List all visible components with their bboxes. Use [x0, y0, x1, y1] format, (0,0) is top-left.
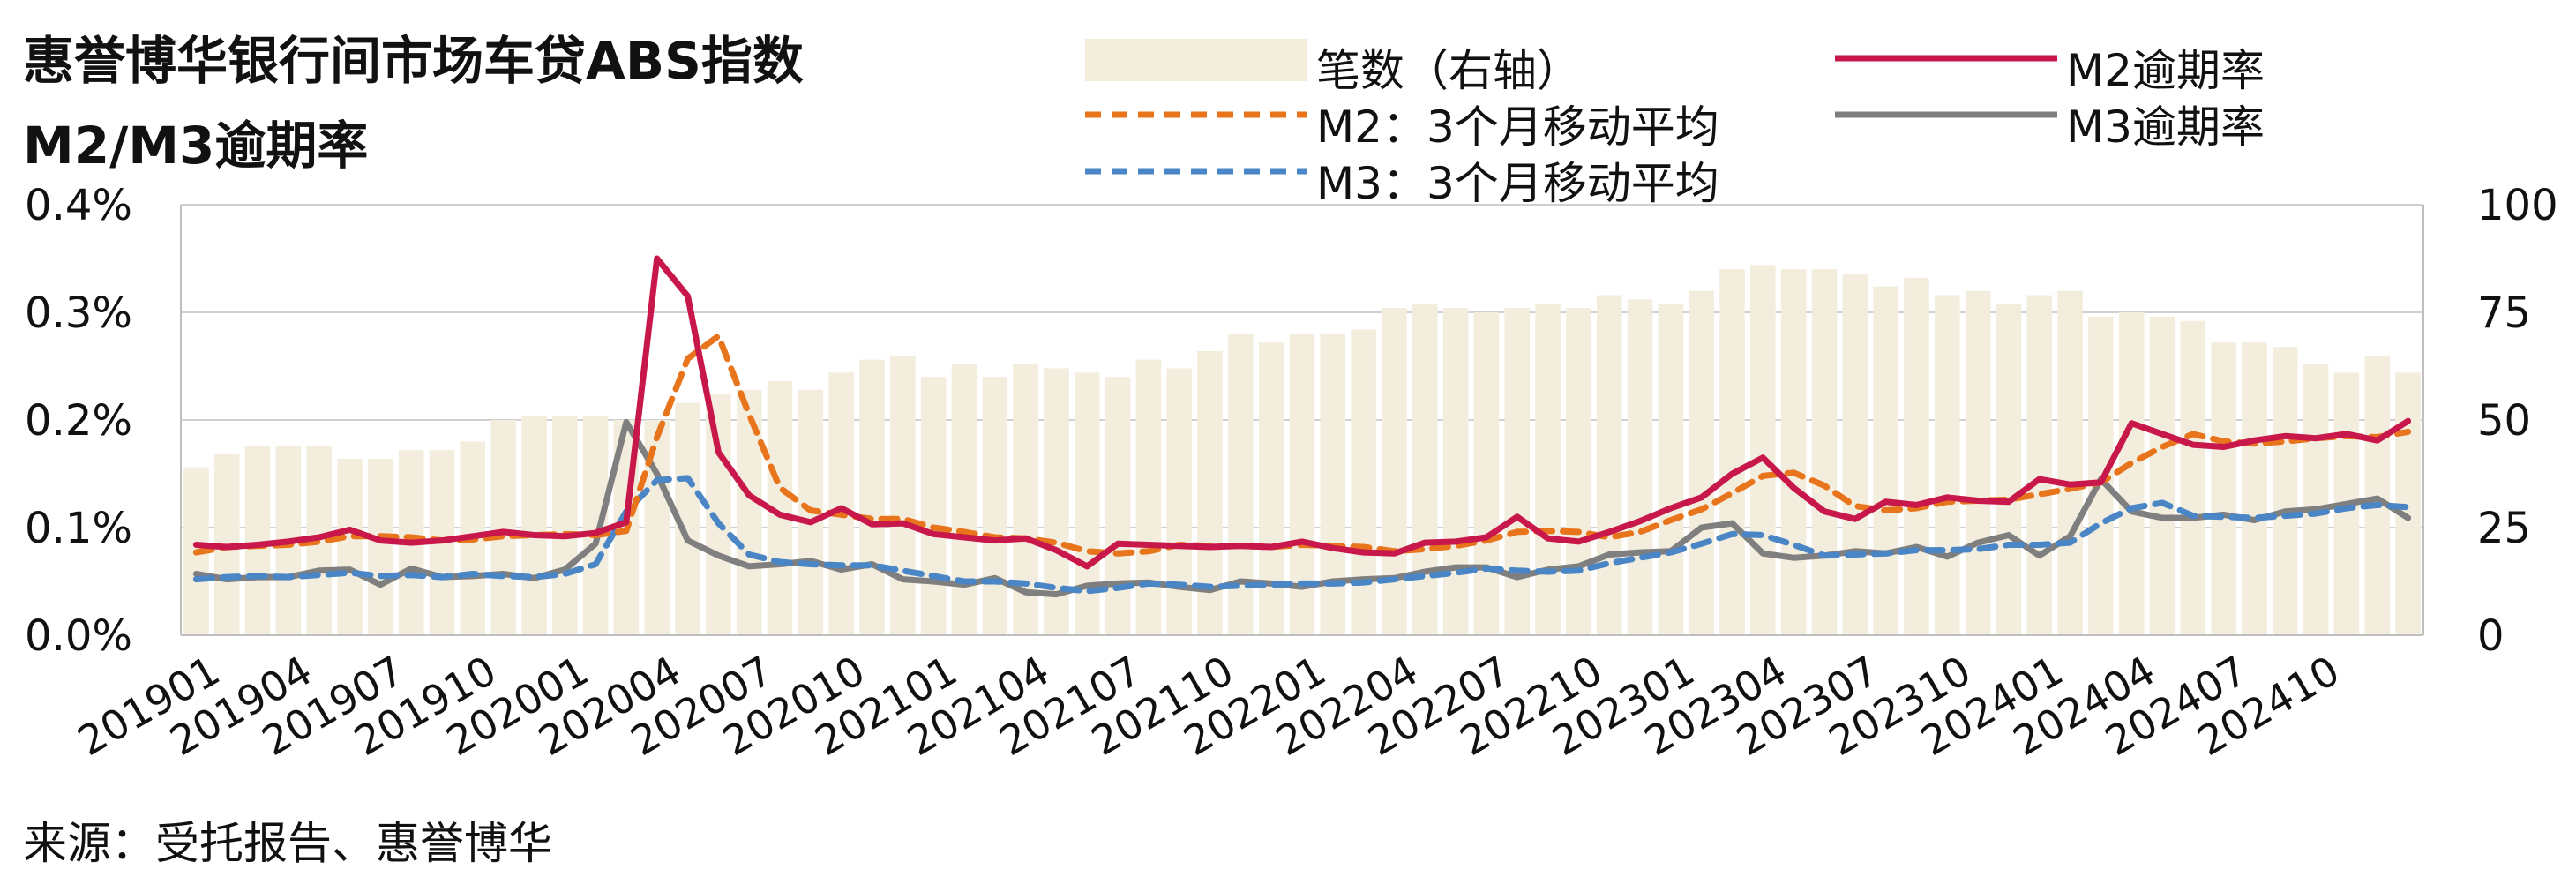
bar-42 — [1473, 312, 1500, 635]
y-left-tick-label: 0.1% — [25, 504, 132, 553]
bar-26 — [982, 377, 1008, 635]
y-right-tick-label: 25 — [2477, 504, 2531, 553]
y-right-tick-label: 50 — [2477, 396, 2531, 446]
bar-47 — [1627, 299, 1653, 635]
bar-13 — [582, 416, 609, 635]
bar-29 — [1074, 372, 1100, 635]
bar-5 — [337, 458, 363, 635]
bar-55 — [1873, 286, 1898, 635]
bar-11 — [521, 416, 547, 635]
series-line-m3avg — [192, 475, 2412, 595]
bar-53 — [1811, 269, 1838, 635]
legend-label-bars: 笔数（右轴） — [1316, 45, 1581, 96]
legend-item-m2avg: M2：3个月移动平均 — [1085, 88, 1791, 153]
legend-label-m2avg: M2：3个月移动平均 — [1316, 101, 1719, 153]
bar-10 — [490, 420, 516, 635]
bar-12 — [551, 416, 578, 635]
chart-source-note: 来源：受托报告、惠誉博华 — [23, 818, 552, 869]
bar-40 — [1412, 304, 1438, 635]
bar-45 — [1566, 308, 1591, 635]
bar-71 — [2364, 355, 2391, 635]
legend-label-m2: M2逾期率 — [2066, 45, 2265, 96]
legend-label-m3: M3逾期率 — [2066, 101, 2265, 153]
bar-51 — [1750, 265, 1776, 635]
bar-61 — [2057, 290, 2083, 635]
bar-58 — [1965, 290, 1991, 635]
bar-50 — [1719, 269, 1745, 635]
chart-title-line-2: M2/M3逾期率 — [23, 116, 369, 176]
bar-64 — [2149, 316, 2175, 635]
bar-48 — [1658, 304, 1684, 635]
bar-43 — [1504, 308, 1531, 635]
bar-56 — [1904, 277, 1929, 635]
bar-66 — [2211, 342, 2236, 635]
bar-22 — [859, 359, 885, 635]
bar-34 — [1228, 334, 1254, 635]
bar-35 — [1258, 342, 1284, 635]
bar-54 — [1842, 274, 1868, 635]
bar-69 — [2303, 364, 2329, 635]
bar-49 — [1689, 290, 1714, 635]
series-line-m2 — [192, 255, 2412, 570]
bar-68 — [2273, 347, 2298, 635]
bar-65 — [2180, 320, 2206, 635]
bar-37 — [1320, 334, 1346, 635]
chart-title-line-1: 惠誉博华银行间市场车贷ABS指数 — [23, 31, 804, 91]
bar-57 — [1934, 295, 1960, 635]
bar-6 — [368, 458, 393, 635]
bar-18 — [736, 389, 762, 635]
bar-60 — [2026, 295, 2053, 635]
bar-36 — [1289, 334, 1315, 635]
bar-63 — [2118, 312, 2145, 635]
bar-30 — [1105, 377, 1131, 635]
legend-swatch-bars — [1085, 39, 1307, 81]
bar-46 — [1596, 295, 1622, 635]
bar-25 — [951, 364, 977, 635]
y-right-tick-label: 75 — [2477, 289, 2531, 338]
legend-item-m2: M2逾期率 — [1835, 32, 2452, 96]
y-right-tick-label: 0 — [2477, 611, 2505, 661]
bar-31 — [1135, 359, 1162, 635]
y-left-tick-label: 0.3% — [25, 289, 132, 338]
y-right-tick-label: 100 — [2477, 181, 2558, 230]
y-left-tick-label: 0.4% — [25, 181, 132, 230]
bar-41 — [1442, 308, 1469, 635]
bar-38 — [1351, 329, 1376, 635]
series-line-m3 — [192, 418, 2412, 598]
bar-17 — [706, 394, 731, 635]
legend-label-m3avg: M3：3个月移动平均 — [1316, 158, 1719, 209]
legend-item-m3: M3逾期率 — [1835, 88, 2452, 153]
bar-44 — [1535, 304, 1561, 635]
legend-item-bars: 笔数（右轴） — [1085, 32, 1703, 96]
bar-24 — [920, 377, 947, 635]
bar-23 — [890, 355, 916, 635]
bar-2 — [244, 446, 271, 635]
y-left-tick-label: 0.2% — [25, 396, 132, 446]
bar-59 — [1996, 304, 2022, 635]
bar-32 — [1166, 368, 1192, 635]
bar-39 — [1382, 308, 1407, 635]
bar-21 — [828, 372, 854, 635]
bar-15 — [644, 420, 670, 635]
bar-67 — [2242, 342, 2267, 635]
y-left-tick-label: 0.0% — [25, 611, 132, 661]
legend-item-m3avg: M3：3个月移动平均 — [1085, 145, 1791, 209]
bar-52 — [1780, 269, 1807, 635]
